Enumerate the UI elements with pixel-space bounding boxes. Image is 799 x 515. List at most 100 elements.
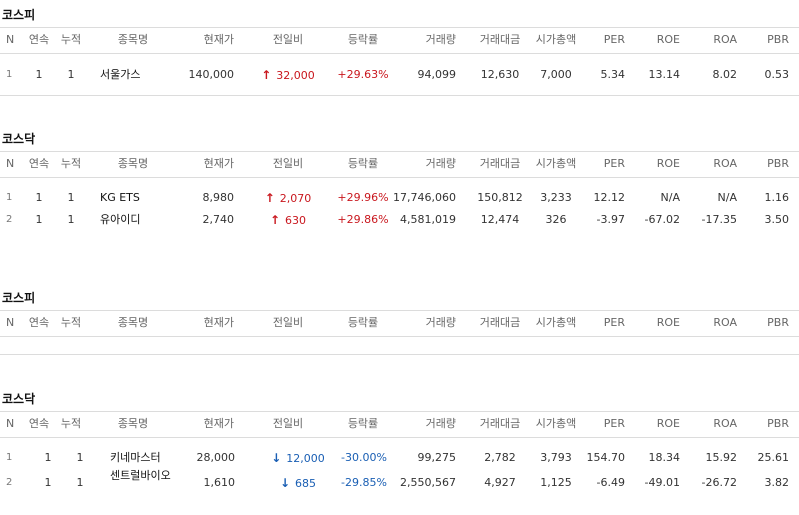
header-n[interactable]: N [6, 316, 15, 329]
cell-roa: N/A [717, 191, 737, 204]
header-pbr[interactable]: PBR [767, 157, 789, 170]
header-market-cap[interactable]: 시가총액 [535, 316, 577, 329]
cell-per: -3.97 [596, 213, 625, 226]
change-value: 2,070 [279, 192, 312, 205]
cell-amount: 12,474 [480, 213, 520, 226]
header-roa[interactable]: ROA [713, 33, 737, 46]
header-streak[interactable]: 연속 [28, 316, 50, 329]
header-top-divider [0, 151, 799, 152]
header-change[interactable]: 전일비 [272, 157, 304, 170]
cell-streak: 1 [35, 213, 43, 226]
header-volume[interactable]: 거래량 [425, 417, 456, 430]
cell-roe: -67.02 [644, 213, 680, 226]
cell-roa: -17.35 [701, 213, 737, 226]
table-row[interactable]: 1 1 1 키네마스터 28,000 ↓ 12,000 -30.00% 99,275 2,782 3… [0, 447, 799, 469]
header-pbr[interactable]: PBR [767, 316, 789, 329]
header-volume[interactable]: 거래량 [425, 157, 456, 170]
cell-roa: -26.72 [701, 476, 737, 489]
header-amount[interactable]: 거래대금 [479, 33, 521, 46]
cell-rate: +29.63% [337, 68, 389, 81]
down-arrow-icon: ↓ [271, 451, 282, 465]
header-roe[interactable]: ROE [656, 316, 680, 329]
cell-name[interactable]: 센트럴바이오 [110, 469, 171, 482]
cell-market-cap: 3,233 [540, 191, 572, 204]
cell-name[interactable]: 서울가스 [100, 68, 141, 81]
header-cumulative[interactable]: 누적 [60, 157, 82, 170]
cell-name[interactable]: 키네마스터 [110, 451, 161, 464]
cell-roe: N/A [660, 191, 680, 204]
header-roe[interactable]: ROE [656, 33, 680, 46]
header-bottom-divider [0, 177, 799, 178]
cell-cumulative: 1 [67, 68, 75, 81]
header-per[interactable]: PER [603, 417, 625, 430]
cell-roe: 18.34 [648, 451, 681, 464]
header-per[interactable]: PER [603, 157, 625, 170]
cell-per: 12.12 [593, 191, 626, 204]
cell-roa: 15.92 [705, 451, 738, 464]
cell-change: ↑ 630 [270, 209, 306, 232]
cell-change: ↑ 32,000 [261, 64, 315, 87]
cell-amount: 12,630 [480, 68, 520, 81]
cell-per: -6.49 [596, 476, 625, 489]
cell-roe: 13.14 [648, 68, 681, 81]
header-amount[interactable]: 거래대금 [479, 316, 521, 329]
header-rate[interactable]: 등락률 [347, 417, 379, 430]
change-value: 630 [285, 214, 307, 227]
cell-streak: 1 [35, 68, 43, 81]
header-amount[interactable]: 거래대금 [479, 157, 521, 170]
table-row[interactable]: 1 1 1 서울가스 140,000 ↑ 32,000 +29.63% 94,099 12,630… [0, 64, 799, 86]
table-row[interactable]: 2 1 1 유아이디 2,740 ↑ 630 +29.86% 4,581,019 12,474 32… [0, 209, 799, 231]
cell-pbr: 3.82 [764, 476, 790, 489]
header-roa[interactable]: ROA [713, 157, 737, 170]
header-n[interactable]: N [6, 417, 15, 430]
header-streak[interactable]: 연속 [28, 157, 50, 170]
header-n[interactable]: N [6, 157, 15, 170]
header-pbr[interactable]: PBR [767, 417, 789, 430]
up-arrow-icon: ↑ [264, 191, 275, 205]
header-cumulative[interactable]: 누적 [60, 316, 82, 329]
header-change[interactable]: 전일비 [272, 417, 304, 430]
cell-volume: 2,550,567 [400, 476, 456, 489]
cell-name[interactable]: 유아이디 [100, 213, 141, 226]
header-n[interactable]: N [6, 33, 15, 46]
cell-streak: 1 [44, 451, 52, 464]
header-rate[interactable]: 등락률 [347, 316, 379, 329]
header-streak[interactable]: 연속 [28, 33, 50, 46]
header-change[interactable]: 전일비 [272, 316, 304, 329]
cell-name[interactable]: KG ETS [100, 191, 140, 204]
change-value: 32,000 [276, 69, 315, 82]
table-row[interactable]: 1 1 1 KG ETS 8,980 ↑ 2,070 +29.96% 17,746,060 150… [0, 187, 799, 209]
header-market-cap[interactable]: 시가총액 [535, 157, 577, 170]
header-rate[interactable]: 등락률 [347, 33, 379, 46]
header-name: 종목명 [117, 316, 149, 329]
header-roe[interactable]: ROE [656, 417, 680, 430]
header-price[interactable]: 현재가 [203, 316, 234, 329]
header-per[interactable]: PER [603, 33, 625, 46]
cell-streak: 1 [35, 191, 43, 204]
header-roa[interactable]: ROA [713, 417, 737, 430]
cell-price: 1,610 [203, 476, 236, 489]
header-roe[interactable]: ROE [656, 157, 680, 170]
header-name: 종목명 [117, 33, 149, 46]
header-volume[interactable]: 거래량 [425, 33, 456, 46]
section-bottom-divider [0, 95, 799, 96]
header-rate[interactable]: 등락률 [347, 157, 379, 170]
header-roa[interactable]: ROA [713, 316, 737, 329]
header-volume[interactable]: 거래량 [425, 316, 456, 329]
header-price[interactable]: 현재가 [203, 33, 234, 46]
header-pbr[interactable]: PBR [767, 33, 789, 46]
header-cumulative[interactable]: 누적 [60, 33, 82, 46]
header-per[interactable]: PER [603, 316, 625, 329]
header-price[interactable]: 현재가 [203, 417, 234, 430]
cell-rate: +29.86% [337, 213, 389, 226]
header-amount[interactable]: 거래대금 [479, 417, 521, 430]
cell-change: ↑ 2,070 [265, 187, 312, 210]
header-change[interactable]: 전일비 [272, 33, 304, 46]
header-cumulative[interactable]: 누적 [60, 417, 82, 430]
header-streak[interactable]: 연속 [28, 417, 50, 430]
table-row[interactable]: 2 1 1 센트럴바이오 1,610 ↓ 685 -29.85% 2,550,567 4,927 1… [0, 469, 799, 494]
cell-rate: -30.00% [341, 451, 387, 464]
header-market-cap[interactable]: 시가총액 [535, 417, 577, 430]
header-market-cap[interactable]: 시가총액 [535, 33, 577, 46]
header-price[interactable]: 현재가 [203, 157, 234, 170]
